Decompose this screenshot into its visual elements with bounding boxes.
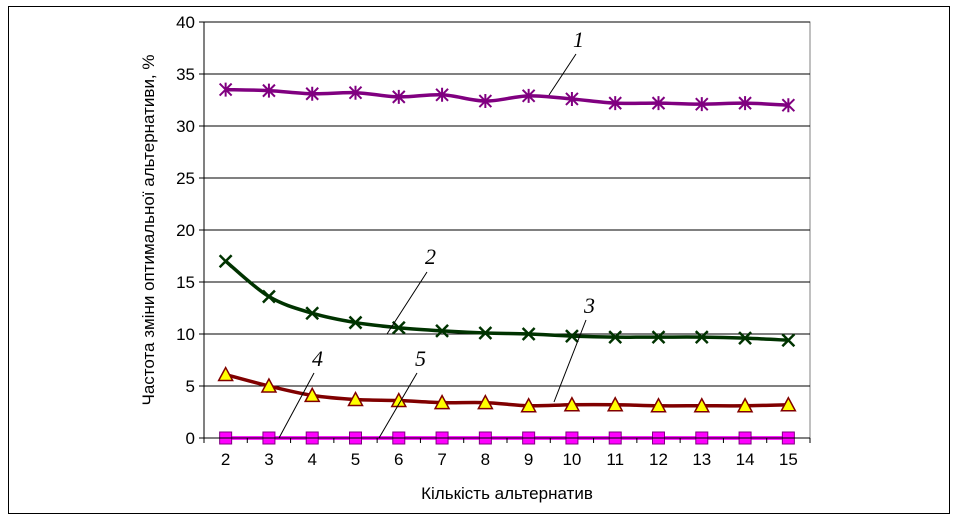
data-point (738, 96, 752, 111)
annotations: 1 2 3 4 5 (278, 27, 595, 439)
x-tick-label: 8 (481, 450, 490, 469)
data-point (218, 82, 233, 97)
data-point (781, 98, 796, 113)
data-point (262, 83, 276, 98)
y-tick-label: 35 (176, 65, 195, 84)
data-point (390, 391, 408, 408)
data-point (565, 329, 579, 343)
annotation-leader (378, 372, 418, 439)
data-point (218, 254, 233, 269)
data-point (781, 333, 796, 348)
x-tick-label: 9 (524, 450, 533, 469)
data-point (780, 396, 797, 412)
x-tick-label: 13 (692, 450, 711, 469)
y-tick-label: 25 (176, 169, 195, 188)
x-tick-label: 12 (649, 450, 668, 469)
x-tick-label: 4 (307, 450, 316, 469)
data-point (736, 397, 754, 413)
y-tick-label: 0 (186, 429, 195, 448)
data-point (521, 88, 536, 103)
annotation-leader (548, 53, 577, 96)
y-tick-label: 5 (186, 377, 195, 396)
data-point (305, 86, 319, 101)
data-point (435, 323, 449, 338)
data-point (347, 390, 364, 407)
series-1 (218, 82, 796, 113)
x-tick-label: 6 (394, 450, 403, 469)
y-tick-label: 30 (176, 117, 195, 136)
series-2 (218, 254, 796, 348)
annotation-leader (386, 271, 428, 335)
series-annotation-4: 4 (312, 346, 323, 371)
data-point (520, 397, 537, 413)
data-point (348, 315, 363, 330)
series-3 (217, 365, 797, 413)
data-point (651, 330, 666, 345)
data-point (693, 397, 711, 413)
y-tick-label: 15 (176, 273, 195, 292)
series-annotation-5: 5 (415, 346, 426, 371)
data-point (435, 87, 449, 102)
data-point (305, 306, 320, 321)
data-point (477, 394, 494, 410)
series-line (225, 87, 789, 107)
data-point (348, 85, 363, 100)
x-tick-label: 11 (606, 450, 624, 469)
series-annotation-2: 2 (425, 244, 436, 269)
x-tick-label: 7 (437, 450, 446, 469)
series-annotation-3: 3 (583, 293, 595, 318)
data-point (478, 94, 493, 109)
data-point (260, 377, 278, 393)
data-point (694, 330, 709, 345)
data-point (606, 396, 624, 412)
data-point (433, 394, 451, 410)
x-tick-label: 10 (562, 450, 581, 469)
x-tick-label: 15 (779, 450, 798, 469)
y-tick-label: 10 (176, 325, 195, 344)
data-point (478, 326, 493, 340)
x-tick-label: 3 (264, 450, 273, 469)
data-point (262, 289, 276, 304)
series-line (224, 259, 789, 342)
x-tick-label: 2 (221, 450, 230, 469)
gridlines (204, 21, 810, 387)
y-tick-label: 20 (176, 221, 195, 240)
data-point (651, 96, 666, 111)
data-point (695, 97, 709, 112)
data-point (738, 331, 752, 346)
data-point (563, 396, 581, 412)
y-axis-title: Частота зміни оптимальної альтернативи, … (139, 55, 158, 406)
data-point (303, 386, 321, 403)
annotation-leader (553, 319, 587, 403)
data-point (392, 89, 406, 104)
x-tick-label: 14 (736, 450, 755, 469)
data-point (521, 327, 536, 341)
data-point (217, 365, 234, 382)
data-point (650, 397, 667, 413)
data-point (608, 96, 622, 111)
y-tick-label: 40 (176, 13, 195, 32)
annotation-leader (278, 372, 315, 439)
data-point (608, 330, 623, 345)
x-axis-title: Кількість альтернатив (421, 484, 593, 503)
x-tick-label: 5 (351, 450, 360, 469)
data-point (565, 91, 579, 106)
data-point (391, 320, 406, 335)
series-annotation-1: 1 (573, 27, 584, 52)
